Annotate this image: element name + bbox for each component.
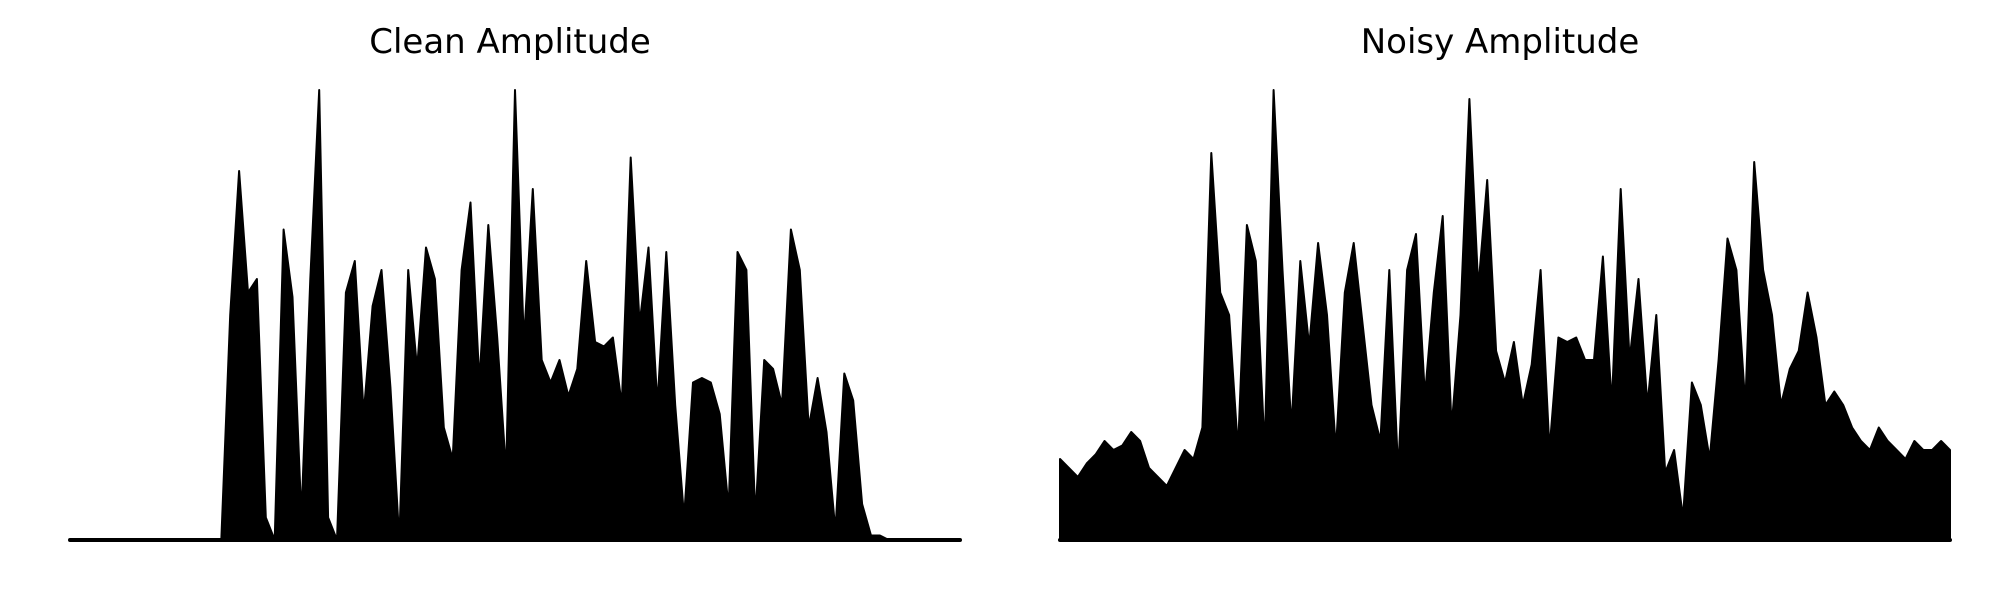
- clean-amplitude-panel: Clean Amplitude: [50, 0, 970, 600]
- chart-title: Clean Amplitude: [369, 22, 651, 62]
- noisy-amplitude-plot: [1058, 89, 1952, 542]
- clean-amplitude-plot: [68, 89, 962, 542]
- amplitude-area: [69, 89, 961, 541]
- amplitude-area: [1059, 89, 1951, 541]
- noisy-amplitude-panel: Noisy Amplitude: [1040, 0, 1960, 600]
- chart-title: Noisy Amplitude: [1360, 22, 1640, 62]
